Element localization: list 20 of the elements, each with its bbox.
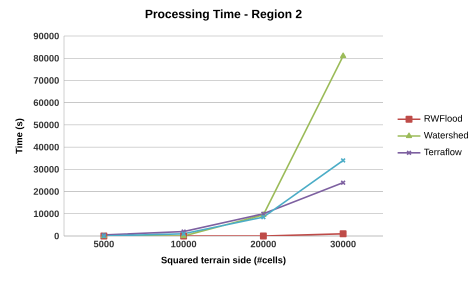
legend-label: RWFlood xyxy=(424,114,462,122)
y-tick-label: 20000 xyxy=(34,188,59,195)
y-tick-label: 0 xyxy=(54,232,59,240)
legend-label: Terraflow xyxy=(424,148,462,156)
y-tick-label: 60000 xyxy=(34,99,59,106)
y-tick-label: 80000 xyxy=(34,54,59,62)
chart-title: Processing Time - Region 2 xyxy=(146,9,302,21)
y-tick-label: 50000 xyxy=(34,122,59,128)
y-tick-label: 40000 xyxy=(33,144,59,150)
x-axis-title: Squared terrain side (#cells) xyxy=(161,256,286,266)
y-tick-label: 10000 xyxy=(34,210,59,218)
legend-label: Watershed xyxy=(424,132,468,138)
x-tick-label: 30000 xyxy=(330,240,356,248)
y-tick-label: 70000 xyxy=(34,77,59,84)
y-tick-label: 30000 xyxy=(34,166,59,173)
x-tick-label: 5000 xyxy=(94,240,114,248)
y-tick-label: 90000 xyxy=(34,32,59,40)
x-tick-label: 20000 xyxy=(250,240,276,248)
x-tick-label: 10000 xyxy=(171,240,196,248)
y-axis-title: Time (s) xyxy=(15,118,24,154)
